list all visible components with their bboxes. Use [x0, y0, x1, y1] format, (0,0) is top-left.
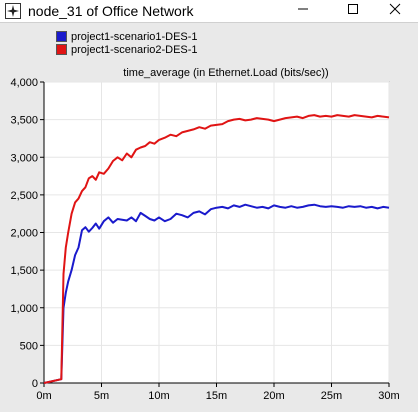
x-tick-label: 5m	[94, 390, 109, 402]
x-tick-label: 0m	[36, 390, 51, 402]
chart-title: time_average (in Ethernet.Load (bits/sec…	[123, 67, 328, 79]
series-line-2	[43, 114, 390, 384]
minimize-button[interactable]	[280, 0, 326, 22]
legend-item-scenario2: project1-scenario2-DES-1	[56, 43, 198, 56]
legend-item-scenario1: project1-scenario1-DES-1	[56, 30, 198, 43]
maximize-button[interactable]	[330, 0, 376, 22]
y-tick-label: 3,500	[10, 115, 38, 127]
legend-swatch-scenario2	[56, 44, 67, 55]
close-icon	[389, 2, 401, 20]
window-title: node_31 of Office Network	[28, 3, 194, 19]
x-tick-label: 15m	[206, 390, 227, 402]
x-tick-label: 30m	[378, 390, 399, 402]
y-tick-label: 3,000	[10, 152, 38, 164]
legend-label-scenario2: project1-scenario2-DES-1	[71, 43, 198, 56]
y-tick-label: 1,000	[10, 303, 38, 315]
maximize-icon	[347, 2, 359, 20]
y-tick-label: 2,500	[10, 190, 38, 202]
x-tick-label: 25m	[321, 390, 342, 402]
legend-label-scenario1: project1-scenario1-DES-1	[71, 30, 198, 43]
y-tick-label: 1,500	[10, 265, 38, 277]
chart-legend: project1-scenario1-DES-1 project1-scenar…	[56, 30, 198, 56]
y-tick-label: 4,000	[10, 77, 38, 89]
y-tick-label: 2,000	[10, 228, 38, 240]
x-tick-label: 10m	[148, 390, 169, 402]
opnet-star-icon	[4, 2, 22, 20]
x-tick-label: 20m	[263, 390, 284, 402]
minimize-icon	[297, 2, 309, 20]
close-button[interactable]	[372, 0, 418, 22]
series-line-1	[43, 203, 390, 384]
legend-swatch-scenario1	[56, 31, 67, 42]
y-tick-label: 500	[20, 340, 38, 352]
window-title-bar: node_31 of Office Network	[0, 0, 418, 22]
y-tick-label: 0	[32, 378, 38, 390]
